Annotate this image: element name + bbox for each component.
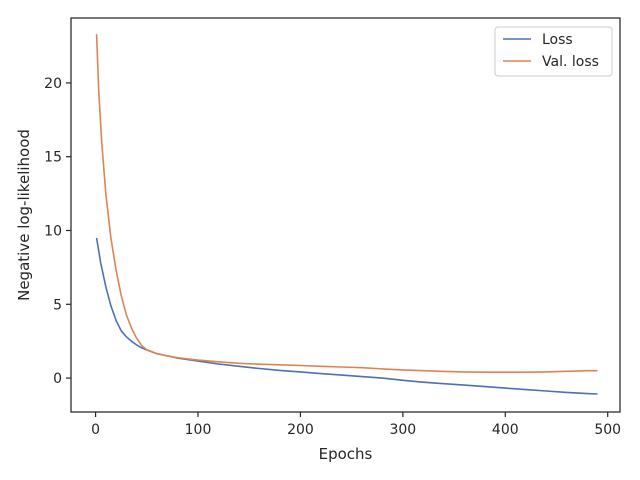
legend-label-1: Val. loss [542,54,599,70]
x-tick-label: 400 [492,422,519,438]
plot-frame [70,17,621,413]
y-tick-label: 10 [44,223,62,239]
x-axis-ticks: 0 100 200 300 400 500 [91,412,621,438]
legend-label-0: Loss [542,32,573,48]
series-line-0 [95,237,598,395]
x-tick-label: 300 [389,422,416,438]
x-tick-label: 500 [594,422,621,438]
x-tick-label: 100 [185,422,212,438]
x-tick-label: 200 [287,422,314,438]
y-axis-label: Negative log-likelihood [15,129,33,301]
y-axis-ticks: 0 5 10 15 20 [44,76,71,387]
legend: Loss Val. loss [494,26,613,77]
y-tick-label: 20 [44,76,62,92]
y-tick-label: 15 [44,150,62,166]
y-tick-label: 0 [53,371,62,387]
series-layer [95,34,598,395]
y-tick-label: 5 [53,297,62,313]
x-axis-label: Epochs [319,445,373,463]
series-line-1 [95,34,598,374]
x-tick-label: 0 [91,422,100,438]
